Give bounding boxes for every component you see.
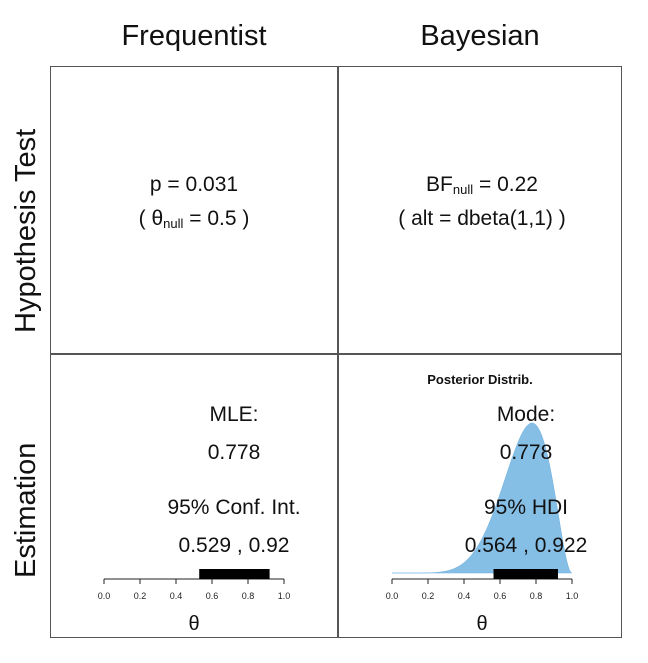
- bayes-tick-label: 0.0: [386, 591, 399, 601]
- freq-tick-label: 0.6: [206, 591, 219, 601]
- bayes-tick-label: 0.2: [422, 591, 435, 601]
- posterior-plot: [392, 422, 573, 574]
- bayes-interval-bar: [493, 569, 558, 579]
- freq-tick-label: 0.2: [134, 591, 147, 601]
- freq-tick-label: 0.4: [170, 591, 183, 601]
- mode-value: 0.778: [499, 441, 553, 464]
- freq-xlabel: θ: [188, 613, 199, 635]
- ci-value: 0.529 , 0.92: [178, 534, 290, 557]
- bayes-tick-label: 0.4: [458, 591, 471, 601]
- freq-interval-bar: [199, 569, 270, 579]
- null-value-text: ( θnull = 0.5 ): [138, 207, 250, 231]
- row-title-estimation: Estimation: [10, 442, 42, 578]
- horizontal-divider: [50, 353, 622, 355]
- freq-tick-label: 0.0: [98, 591, 111, 601]
- vertical-divider: [337, 66, 339, 638]
- column-title-frequentist: Frequentist: [121, 20, 267, 52]
- bayes-tick-label: 1.0: [566, 591, 579, 601]
- row-title-hypothesis: Hypothesis Test: [10, 128, 42, 333]
- mode-label: Mode:: [496, 403, 556, 426]
- freq-tick-label: 0.8: [242, 591, 255, 601]
- mle-value: 0.778: [207, 441, 261, 464]
- freq-axis: 0.0 0.2 0.4 0.6 0.8 1.0 θ: [98, 569, 291, 635]
- bayes-tick-label: 0.8: [530, 591, 543, 601]
- bayes-factor-text: BFnull = 0.22: [426, 173, 538, 197]
- column-title-bayesian: Bayesian: [420, 20, 540, 52]
- mle-label: MLE:: [209, 403, 259, 426]
- bayes-tick-label: 0.6: [494, 591, 507, 601]
- posterior-area: [392, 422, 573, 574]
- ci-label: 95% Conf. Int.: [167, 496, 301, 519]
- hdi-label: 95% HDI: [483, 496, 569, 519]
- bayes-axis: 0.0 0.2 0.4 0.6 0.8 1.0 θ: [386, 569, 579, 635]
- hdi-value: 0.564 , 0.922: [464, 534, 588, 557]
- freq-tick-label: 1.0: [278, 591, 291, 601]
- alt-prior-text: ( alt = dbeta(1,1) ): [398, 207, 566, 230]
- posterior-title: Posterior Distrib.: [427, 372, 533, 387]
- matrix-frame: [50, 66, 622, 638]
- p-value-text: p = 0.031: [149, 173, 239, 196]
- bayes-xlabel: θ: [476, 613, 487, 635]
